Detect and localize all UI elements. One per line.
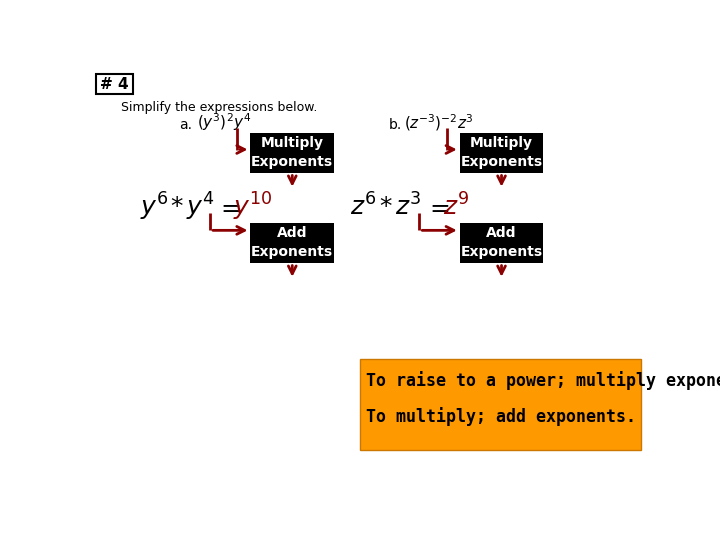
Text: Multiply
Exponents: Multiply Exponents — [461, 136, 543, 170]
Text: # 4: # 4 — [101, 77, 129, 92]
Text: $(y^3)^2y^4$: $(y^3)^2y^4$ — [197, 112, 251, 133]
Text: $y^6$: $y^6$ — [140, 191, 169, 224]
Text: Simplify the expressions below.: Simplify the expressions below. — [121, 100, 318, 113]
Text: $y^{10}$: $y^{10}$ — [233, 191, 273, 224]
Text: $(z^{-3})^{-2}z^3$: $(z^{-3})^{-2}z^3$ — [404, 112, 474, 133]
Text: Add
Exponents: Add Exponents — [461, 226, 543, 259]
FancyBboxPatch shape — [251, 132, 334, 173]
FancyBboxPatch shape — [459, 132, 544, 173]
Text: Multiply
Exponents: Multiply Exponents — [251, 136, 333, 170]
FancyBboxPatch shape — [459, 222, 544, 262]
Text: $z^9$: $z^9$ — [443, 194, 469, 221]
Text: $* \, z^3$: $* \, z^3$ — [379, 194, 422, 221]
FancyBboxPatch shape — [360, 359, 641, 450]
Text: $=$: $=$ — [215, 195, 240, 219]
Text: $z^6$: $z^6$ — [350, 194, 376, 221]
Text: a.: a. — [179, 118, 192, 132]
FancyBboxPatch shape — [251, 222, 334, 262]
Text: To raise to a power; multiply exponents.: To raise to a power; multiply exponents. — [366, 371, 720, 390]
Text: b.: b. — [388, 118, 402, 132]
Text: To multiply; add exponents.: To multiply; add exponents. — [366, 407, 636, 426]
Text: $=$: $=$ — [425, 195, 450, 219]
Text: Add
Exponents: Add Exponents — [251, 226, 333, 259]
Text: $* \, y^4$: $* \, y^4$ — [170, 191, 215, 224]
FancyBboxPatch shape — [96, 74, 133, 94]
